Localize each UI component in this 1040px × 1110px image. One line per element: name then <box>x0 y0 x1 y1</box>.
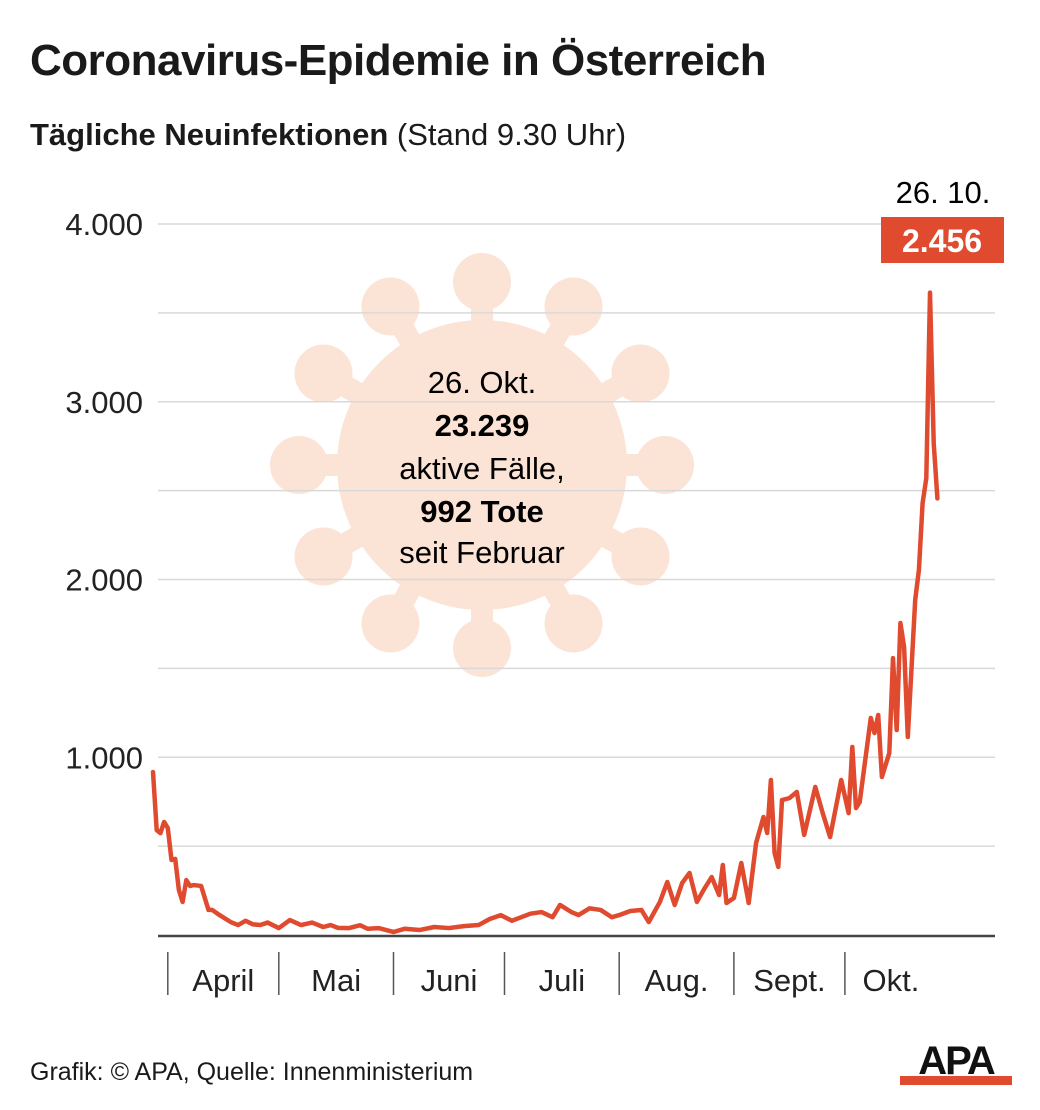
y-tick-label: 2.000 <box>65 563 143 598</box>
bubble-active-label: aktive Fälle, <box>399 451 564 486</box>
x-tick-label: April <box>192 963 254 998</box>
series-line <box>150 290 940 935</box>
bubble-deaths: 992 Tote <box>420 494 543 529</box>
infections-line <box>150 290 940 935</box>
last-point-value-label: 2.456 <box>902 223 982 259</box>
subtitle-bold: Tägliche Neuinfektionen <box>30 117 389 152</box>
y-axis-labels: 1.000 2.000 3.000 4.000 <box>65 207 143 775</box>
subtitle-rest: (Stand 9.30 Uhr) <box>396 117 627 152</box>
last-point-date-label: 26. 10. <box>896 175 991 210</box>
bubble-date: 26. Okt. <box>428 365 537 400</box>
virus-spike-bulb <box>611 527 670 586</box>
virus-spike-bulb <box>453 253 511 311</box>
x-axis: April Mai Juni Juli Aug. Sept. Okt. <box>158 934 995 998</box>
x-tick-label: Aug. <box>645 963 709 998</box>
virus-spike-bulb <box>453 619 511 677</box>
info-bubble-text: 26. Okt. 23.239 aktive Fälle, 992 Tote s… <box>399 365 564 570</box>
x-tick-label: Juni <box>421 963 478 998</box>
source-credit: Grafik: © APA, Quelle: Innenministerium <box>30 1058 474 1086</box>
virus-spike-bulb <box>361 594 420 653</box>
y-tick-label: 3.000 <box>65 385 143 420</box>
virus-spike-bulb <box>294 344 353 403</box>
last-point-value-box <box>881 217 1004 263</box>
svg-text:APA: APA <box>918 1039 995 1083</box>
virus-icon <box>270 253 694 677</box>
bubble-active-value: 23.239 <box>435 408 530 443</box>
virus-body <box>337 320 627 610</box>
x-tick-label: Mai <box>311 963 361 998</box>
virus-spike-bulb <box>544 277 603 336</box>
chart-title: Coronavirus-Epidemie in Österreich <box>30 36 767 85</box>
virus-spike-bulb <box>544 594 603 653</box>
virus-spike-bulb <box>361 277 420 336</box>
gridlines <box>158 223 995 847</box>
chart-subtitle: Tägliche Neuinfektionen (Stand 9.30 Uhr) <box>30 117 626 153</box>
virus-spike-bulb <box>294 527 353 586</box>
virus-spike-bulb <box>611 344 670 403</box>
x-tick-label: Sept. <box>753 963 825 998</box>
x-tick-label: Juli <box>539 963 586 998</box>
y-tick-label: 1.000 <box>65 740 143 775</box>
apa-logo: APA <box>900 1039 1012 1085</box>
virus-spike-bulb <box>270 436 328 494</box>
virus-spike-bulb <box>636 436 694 494</box>
y-tick-label: 4.000 <box>65 207 143 242</box>
bubble-since: seit Februar <box>399 535 564 570</box>
x-tick-label: Okt. <box>862 963 919 998</box>
